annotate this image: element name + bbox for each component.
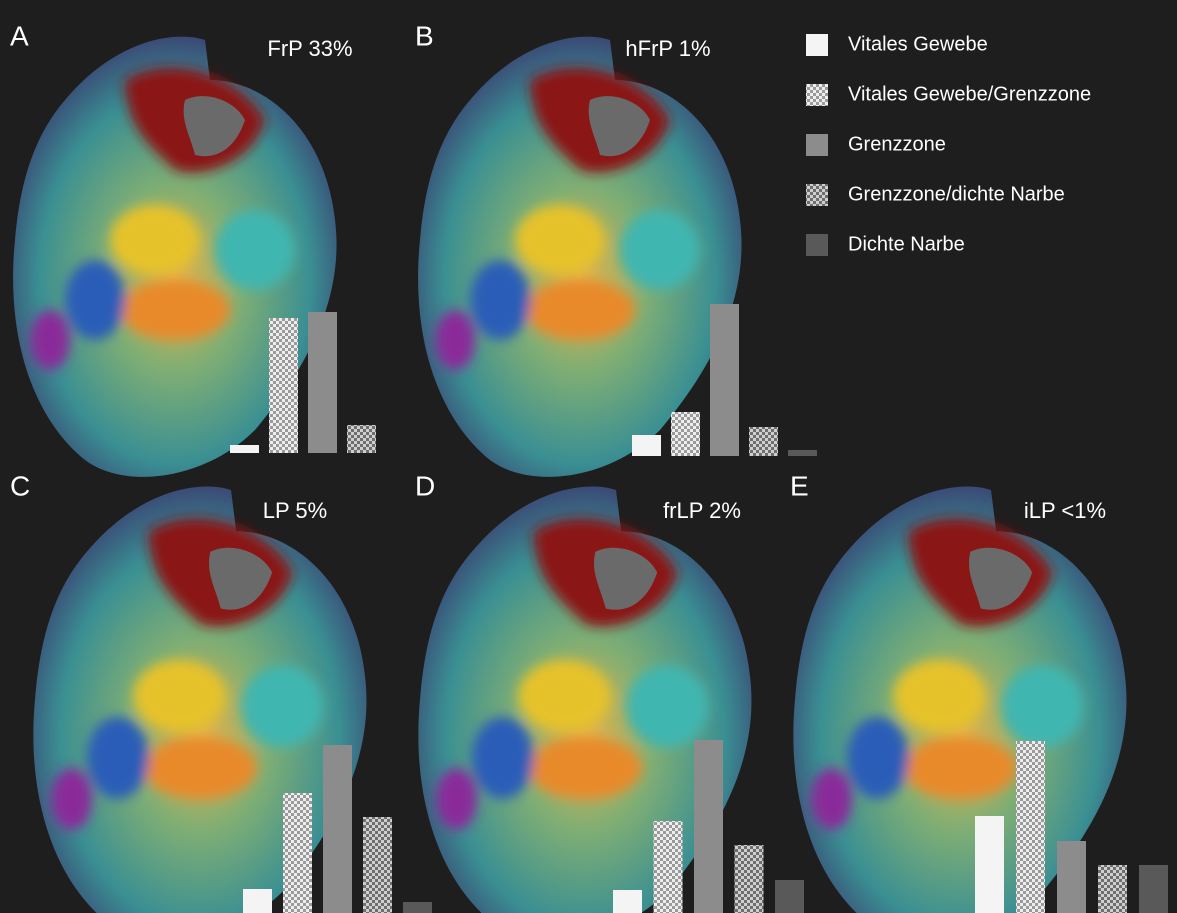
bar <box>788 450 817 456</box>
legend-label: Dichte Narbe <box>848 233 965 255</box>
map-b <box>418 37 741 477</box>
bar <box>243 889 272 913</box>
bar <box>694 740 723 913</box>
panel-title: frLP 2% <box>663 498 741 523</box>
legend-swatch <box>806 84 828 106</box>
bar <box>403 902 432 913</box>
bar <box>1139 865 1168 913</box>
panel-letter: E <box>790 470 809 501</box>
legend-swatch <box>806 34 828 56</box>
figure: A FrP 33% BhFrP 1% C LP 5% DfrLP 2% EiLP <1% V… <box>0 0 1177 913</box>
bar <box>775 880 804 913</box>
bar <box>975 816 1004 913</box>
bar <box>1057 841 1086 913</box>
bar <box>323 745 352 913</box>
bar <box>308 312 337 453</box>
legend-label: Vitales Gewebe/Grenzzone <box>848 83 1091 105</box>
legend: Vitales Gewebe Vitales Gewebe/Grenzzone Gr… <box>806 33 1091 256</box>
bar <box>632 435 661 456</box>
map-c <box>33 487 366 913</box>
panel-letter: A <box>10 20 29 51</box>
bar <box>735 845 764 913</box>
bar <box>613 890 642 913</box>
bar <box>1098 865 1127 913</box>
bar <box>363 817 392 913</box>
bar <box>654 821 683 913</box>
panel-letter: D <box>415 470 435 501</box>
bar <box>671 412 700 456</box>
panel-title: hFrP 1% <box>625 36 710 61</box>
panel-letter: C <box>10 470 30 501</box>
bar <box>283 793 312 913</box>
panel-title: FrP 33% <box>267 36 352 61</box>
legend-swatch <box>806 234 828 256</box>
bar <box>1016 741 1045 913</box>
bar <box>347 425 376 453</box>
bar <box>230 445 259 453</box>
legend-label: Grenzzone/dichte Narbe <box>848 183 1065 205</box>
legend-swatch <box>806 184 828 206</box>
panel-title: LP 5% <box>263 498 327 523</box>
bar <box>269 318 298 453</box>
bar <box>710 304 739 456</box>
panel-letter: B <box>415 20 434 51</box>
legend-label: Vitales Gewebe <box>848 33 988 55</box>
legend-label: Grenzzone <box>848 133 946 155</box>
legend-swatch <box>806 134 828 156</box>
panel-title: iLP <1% <box>1024 498 1106 523</box>
bar <box>749 427 778 456</box>
